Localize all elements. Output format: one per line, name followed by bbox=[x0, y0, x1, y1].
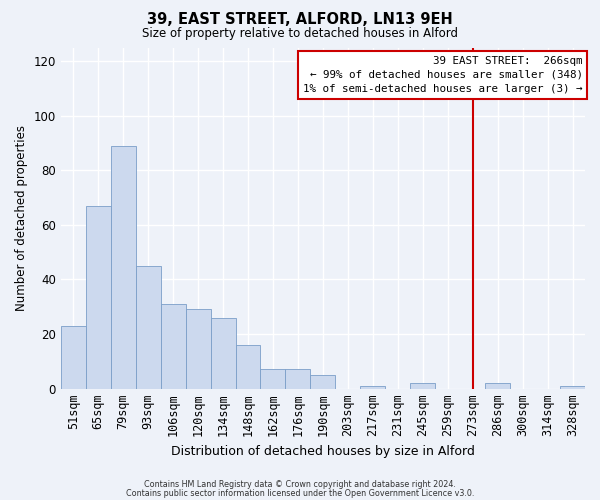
Bar bbox=[310, 375, 335, 388]
Text: 39 EAST STREET:  266sqm
← 99% of detached houses are smaller (348)
1% of semi-de: 39 EAST STREET: 266sqm ← 99% of detached… bbox=[303, 56, 583, 94]
Bar bbox=[361, 386, 385, 388]
Bar bbox=[136, 266, 161, 388]
X-axis label: Distribution of detached houses by size in Alford: Distribution of detached houses by size … bbox=[171, 444, 475, 458]
Text: Contains HM Land Registry data © Crown copyright and database right 2024.: Contains HM Land Registry data © Crown c… bbox=[144, 480, 456, 489]
Bar bbox=[286, 370, 310, 388]
Text: Contains public sector information licensed under the Open Government Licence v3: Contains public sector information licen… bbox=[126, 488, 474, 498]
Bar bbox=[260, 370, 286, 388]
Bar bbox=[236, 345, 260, 389]
Text: Size of property relative to detached houses in Alford: Size of property relative to detached ho… bbox=[142, 28, 458, 40]
Bar bbox=[560, 386, 585, 388]
Bar bbox=[161, 304, 185, 388]
Bar bbox=[185, 310, 211, 388]
Bar bbox=[211, 318, 236, 388]
Bar bbox=[61, 326, 86, 388]
Bar bbox=[410, 383, 435, 388]
Bar bbox=[111, 146, 136, 388]
Text: 39, EAST STREET, ALFORD, LN13 9EH: 39, EAST STREET, ALFORD, LN13 9EH bbox=[147, 12, 453, 28]
Bar bbox=[485, 383, 510, 388]
Y-axis label: Number of detached properties: Number of detached properties bbox=[15, 125, 28, 311]
Bar bbox=[86, 206, 111, 388]
